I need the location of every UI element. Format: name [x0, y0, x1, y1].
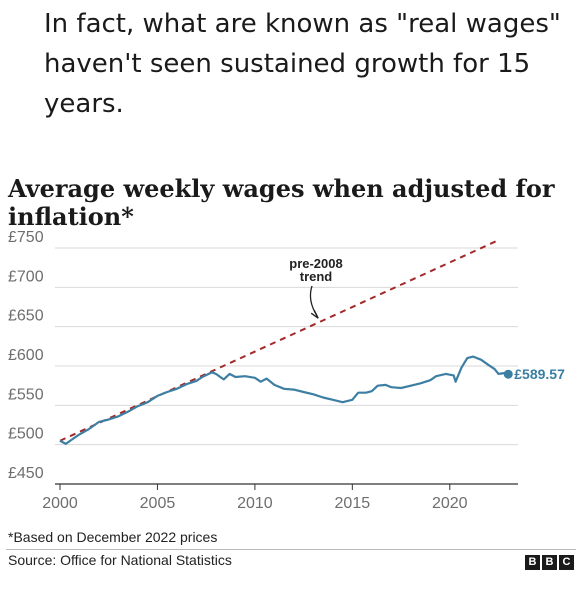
grid-layer [55, 247, 518, 446]
series-layer [59, 239, 509, 445]
y-tick-label: £500 [8, 426, 44, 443]
y-tick-label: £700 [8, 268, 44, 285]
pre-2008-trend-line [59, 239, 499, 442]
axis-layer: £750 £700 £650 £600 £550 £500 £450 2000 2005 2010… [8, 229, 518, 512]
trend-annotation-arrow [309, 285, 318, 317]
y-tick-label: £450 [8, 465, 44, 482]
bbc-logo-letter: B [542, 555, 557, 570]
end-point-marker [503, 369, 513, 379]
chart-title: Average weekly wages when adjusted for i… [8, 174, 555, 231]
bbc-logo: B B C [525, 555, 574, 570]
x-tick-label: 2005 [140, 495, 176, 512]
bbc-logo-letter: B [525, 555, 540, 570]
footnote: *Based on December 2022 prices [8, 529, 218, 545]
y-tick-label: £650 [8, 308, 44, 325]
y-tick-label: £550 [8, 386, 44, 403]
trend-annotation-label: trend [300, 269, 333, 284]
trend-annotation-arrowhead [310, 309, 319, 319]
x-tick-label: 2000 [42, 495, 78, 512]
source-credit: Source: Office for National Statistics [8, 552, 232, 568]
headline: In fact, what are known as "real wages" … [44, 9, 561, 119]
trend-annotation-label: pre-2008 [289, 256, 342, 271]
x-tick-label: 2010 [237, 495, 273, 512]
real-wages-line [59, 355, 509, 445]
end-value-label: £589.57 [514, 366, 565, 382]
x-tick-label: 2020 [432, 495, 468, 512]
y-tick-label: £600 [8, 347, 44, 364]
y-tick-label: £750 [8, 229, 44, 246]
x-tick-label: 2015 [335, 495, 371, 512]
source-divider [6, 549, 576, 550]
bbc-logo-letter: C [559, 555, 574, 570]
